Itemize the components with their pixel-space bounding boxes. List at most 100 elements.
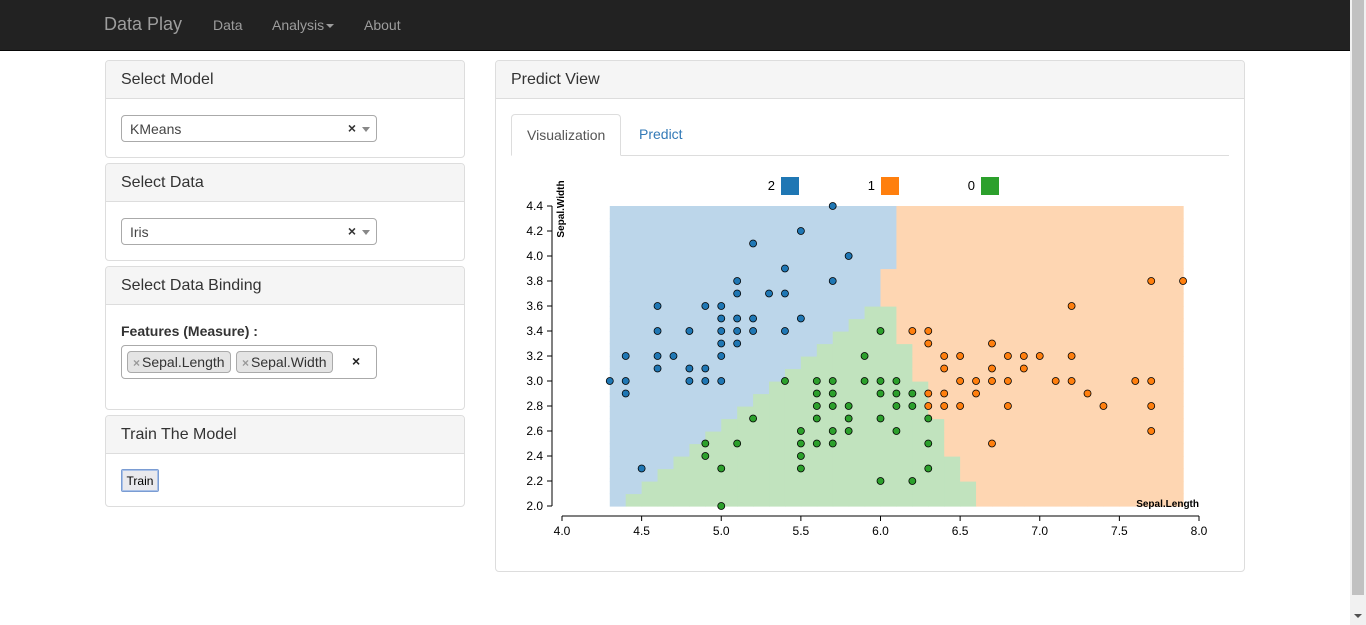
region-cell [848, 456, 866, 470]
tab-predict[interactable]: Predict [639, 126, 683, 142]
region-cell [1071, 256, 1089, 270]
brand-link[interactable]: Data Play [104, 14, 183, 34]
region-cell [880, 231, 898, 245]
scroll-down-icon[interactable] [1350, 608, 1366, 625]
region-cell [689, 481, 706, 495]
region-cell [753, 231, 770, 245]
scrollbar-thumb[interactable] [1352, 0, 1364, 595]
region-cell [848, 281, 866, 295]
region-cell [928, 281, 945, 295]
data-point [1003, 377, 1012, 385]
region-cell [896, 281, 913, 295]
region-cell [1071, 243, 1089, 257]
data-clear-icon[interactable]: × [347, 223, 356, 239]
region-cell [625, 331, 643, 345]
region-cell [1023, 318, 1041, 332]
data-point [1179, 277, 1187, 285]
features-multiselect[interactable]: × Sepal.Length × Sepal.Width × [121, 345, 377, 379]
model-clear-icon[interactable]: × [347, 120, 356, 136]
region-cell [864, 381, 882, 395]
data-point [781, 327, 789, 335]
region-cell [944, 318, 961, 332]
region-cell [991, 456, 1009, 470]
region-cell [1103, 318, 1120, 332]
region-cell [1119, 456, 1136, 470]
y-tick-label: 3.8 [526, 274, 543, 288]
region-cell [753, 243, 770, 257]
region-cell [1055, 468, 1073, 482]
region-cell [944, 493, 961, 507]
data-select[interactable]: Iris × [121, 218, 377, 245]
region-cell [705, 493, 722, 507]
region-cell [976, 268, 993, 282]
region-cell [816, 343, 834, 357]
region-cell [625, 456, 643, 470]
region-cell [705, 481, 722, 495]
region-cell [689, 268, 706, 282]
data-point [892, 377, 901, 385]
region-cell [753, 406, 770, 420]
region-cell [848, 493, 866, 507]
region-cell [1103, 331, 1120, 345]
region-cell [928, 381, 945, 395]
nav-about-link[interactable]: About [364, 17, 401, 33]
remove-chip-icon[interactable]: × [242, 356, 250, 370]
data-point [717, 339, 726, 348]
region-cell [912, 493, 929, 507]
region-cell [816, 468, 834, 482]
legend-label: 1 [868, 178, 875, 193]
region-cell [1039, 431, 1057, 445]
region-cell [673, 218, 690, 232]
data-point [685, 327, 694, 335]
region-cell [1135, 218, 1152, 232]
data-point [1147, 377, 1156, 385]
region-cell [673, 318, 690, 332]
data-point [988, 377, 996, 385]
region-cell [641, 481, 659, 495]
region-cell [1023, 381, 1041, 395]
region-cell [928, 456, 945, 470]
region-cell [1039, 306, 1057, 320]
legend-label: 0 [968, 178, 975, 193]
data-point [701, 364, 710, 373]
nav-analysis-dropdown[interactable]: Analysis [272, 17, 335, 33]
region-cell [689, 456, 706, 470]
region-cell [1167, 493, 1184, 507]
chevron-down-icon[interactable] [362, 230, 370, 235]
region-cell [641, 406, 659, 420]
region-cell [625, 381, 643, 395]
chevron-down-icon[interactable] [362, 127, 370, 132]
region-cell [673, 418, 690, 432]
region-cell [737, 318, 754, 332]
region-cell [960, 318, 977, 332]
region-cell [1087, 306, 1105, 320]
region-cell [976, 456, 993, 470]
data-point [892, 427, 901, 435]
features-clear-icon[interactable]: × [352, 353, 361, 369]
region-cell [1039, 318, 1057, 332]
region-cell [912, 481, 929, 495]
region-cell [689, 381, 706, 395]
region-cell [1007, 481, 1025, 495]
region-cell [864, 456, 882, 470]
region-cell [1071, 443, 1089, 457]
tab-visualization[interactable]: Visualization [511, 114, 621, 156]
train-button[interactable]: Train [121, 469, 159, 492]
region-cell [641, 456, 659, 470]
region-cell [1023, 431, 1041, 445]
region-cell [864, 443, 882, 457]
train-panel: Train The Model Train [105, 415, 465, 507]
region-cell [609, 306, 627, 320]
region-cell [1007, 343, 1025, 357]
region-cell [1167, 231, 1184, 245]
region-cell [1151, 481, 1168, 495]
remove-chip-icon[interactable]: × [133, 356, 141, 370]
nav-data-link[interactable]: Data [213, 17, 243, 33]
region-cell [1087, 431, 1105, 445]
region-cell [800, 356, 818, 370]
region-cell [1135, 431, 1152, 445]
region-cell [689, 231, 706, 245]
model-select[interactable]: KMeans × [121, 115, 377, 142]
region-cell [832, 493, 850, 507]
region-cell [991, 431, 1009, 445]
